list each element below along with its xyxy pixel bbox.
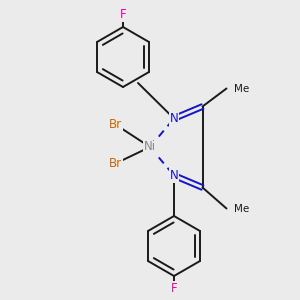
Text: Ni: Ni bbox=[144, 140, 156, 154]
Text: Br: Br bbox=[109, 157, 122, 170]
Text: F: F bbox=[120, 8, 126, 22]
Text: N: N bbox=[169, 169, 178, 182]
Text: Me: Me bbox=[234, 83, 249, 94]
Text: Me: Me bbox=[234, 203, 249, 214]
Text: N: N bbox=[169, 112, 178, 125]
Text: F: F bbox=[171, 281, 177, 295]
Text: Br: Br bbox=[109, 118, 122, 131]
